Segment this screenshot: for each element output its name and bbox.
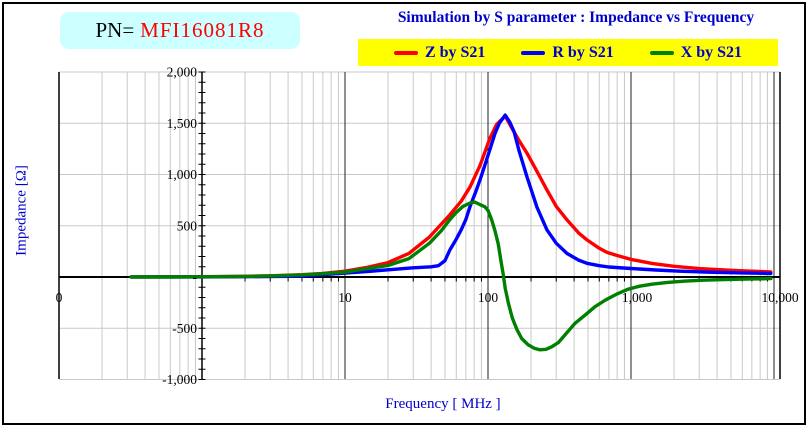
x-tick-labels: 0 10 100 1,000 10,000 xyxy=(56,290,799,305)
y-tick-label: -1,000 xyxy=(162,372,197,387)
x-tick-label: 10 xyxy=(338,290,352,305)
legend-label: R by S21 xyxy=(552,43,614,61)
y-tick-label: 2,000 xyxy=(167,65,198,80)
legend-swatch-icon xyxy=(393,50,418,55)
legend-swatch-icon xyxy=(521,50,546,55)
y-tick-label: - xyxy=(193,270,198,285)
legend: Z by S21 R by S21 X by S21 xyxy=(358,39,778,66)
legend-item-z-by-s21: Z by S21 xyxy=(393,43,486,62)
grid-major xyxy=(58,72,781,379)
y-tick-label: -500 xyxy=(172,321,197,336)
pn-label: PN= xyxy=(95,18,135,42)
part-number-box: PN= MFI16081R8 xyxy=(60,12,300,49)
y-tick-labels: 2,000 1,500 1,000 500 - -500 -1,000 xyxy=(162,65,197,388)
curve-z-by-s21 xyxy=(129,114,773,279)
x-tick-label: 10,000 xyxy=(761,290,798,305)
y-tick-label: 1,000 xyxy=(167,167,198,182)
x-tick-label: 100 xyxy=(478,290,499,305)
x-tick-label: 0 xyxy=(56,290,63,305)
legend-label: Z by S21 xyxy=(424,43,486,61)
curves xyxy=(129,113,773,352)
x-tick-label: 1,000 xyxy=(622,290,653,305)
pn-value: MFI16081R8 xyxy=(140,18,265,42)
y-axis-title: Impedance [Ω] xyxy=(13,165,30,256)
curve-x-by-s21 xyxy=(129,200,773,352)
y-axis xyxy=(198,71,206,380)
chart-title: Simulation by S parameter : Impedance vs… xyxy=(397,9,755,26)
legend-item-x-by-s21: X by S21 xyxy=(649,43,743,62)
y-tick-label: 500 xyxy=(177,218,198,233)
curve-r-by-s21 xyxy=(129,113,773,279)
legend-label: X by S21 xyxy=(680,43,743,61)
y-tick-label: 1,500 xyxy=(167,116,198,131)
grid-minor xyxy=(59,71,780,380)
legend-swatch-icon xyxy=(649,50,674,55)
x-axis-title: Frequency [ MHz ] xyxy=(385,396,501,412)
legend-item-r-by-s21: R by S21 xyxy=(521,43,614,62)
